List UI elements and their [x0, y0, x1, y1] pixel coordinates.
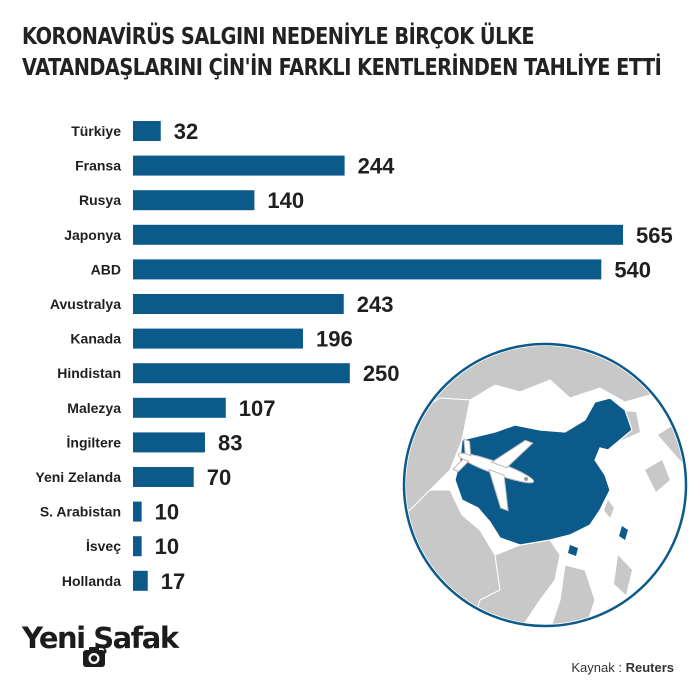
chart-title: KORONAVİRÜS SALGINI NEDENİYLE BİRÇOK ÜLK…: [22, 22, 662, 84]
bar: [133, 190, 255, 211]
category-label: S. Arabistan: [40, 504, 121, 520]
bar: [133, 397, 226, 418]
category-label: Hindistan: [57, 365, 121, 381]
bar: [133, 224, 623, 245]
category-label: Kanada: [70, 331, 121, 347]
camera-icon: [83, 647, 105, 667]
bar: [133, 328, 303, 349]
yeni-safak-logo: Yeni Şafak: [22, 621, 182, 671]
bar: [133, 432, 205, 453]
title-line-2: VATANDAŞLARINI ÇİN'İN FARKLI KENTLERİNDE…: [22, 55, 662, 81]
china-map-with-airplane-icon: [402, 342, 688, 628]
bar: [133, 570, 148, 591]
value-label: 243: [357, 292, 394, 317]
category-label: Japonya: [64, 227, 121, 243]
source-value: Reuters: [625, 660, 674, 675]
value-label: 10: [155, 500, 179, 525]
value-label: 250: [363, 361, 400, 386]
category-label: Fransa: [75, 158, 121, 174]
logo-text: Yeni Şafak: [22, 621, 179, 655]
bar: [133, 501, 142, 522]
category-label: Rusya: [79, 192, 121, 208]
bar: [133, 294, 344, 314]
value-label: 83: [218, 430, 242, 455]
category-label: Yeni Zelanda: [35, 469, 121, 485]
bar: [133, 259, 602, 280]
value-label: 10: [155, 534, 179, 559]
title-line-1: KORONAVİRÜS SALGINI NEDENİYLE BİRÇOK ÜLK…: [22, 24, 535, 50]
value-label: 540: [614, 257, 651, 282]
value-label: 244: [358, 154, 395, 179]
bar: [133, 467, 194, 487]
value-label: 70: [207, 465, 231, 490]
value-label: 32: [174, 119, 198, 144]
category-label: Avustralya: [50, 296, 121, 312]
source-label: Kaynak :: [571, 660, 622, 675]
category-label: İsveç: [86, 538, 121, 554]
bar: [133, 121, 161, 141]
category-label: ABD: [91, 261, 121, 277]
china-map-illustration: [400, 340, 690, 630]
value-label: 140: [267, 188, 304, 213]
category-label: Hollanda: [62, 573, 121, 589]
category-label: Türkiye: [71, 123, 121, 139]
category-label: Malezya: [67, 400, 121, 416]
bar: [133, 536, 142, 557]
bar: [133, 363, 350, 384]
bar-chart: Türkiye 32 Fransa 244 Rusya 140 Japonya 565 ABD 5…: [35, 119, 673, 594]
bar: [133, 155, 345, 176]
value-label: 107: [239, 396, 276, 421]
category-label: İngiltere: [67, 434, 122, 450]
value-label: 565: [636, 223, 673, 248]
value-label: 196: [316, 327, 353, 352]
value-label: 17: [161, 569, 185, 594]
source-note: Kaynak : Reuters: [571, 660, 674, 675]
